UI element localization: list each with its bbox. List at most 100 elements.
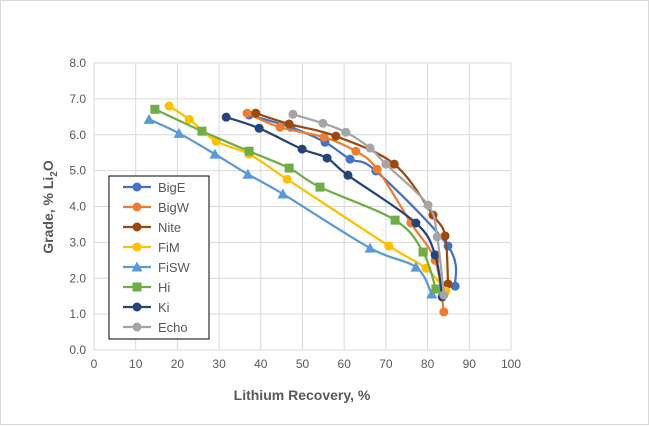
data-point — [284, 119, 294, 129]
data-point — [209, 148, 221, 159]
data-point — [254, 123, 264, 133]
legend: BigE BigW Nite FiM FiSW Hi Ki Echo — [108, 175, 210, 340]
series-ki — [221, 112, 447, 302]
data-point — [288, 109, 298, 119]
data-point — [439, 307, 449, 317]
series-fisw — [143, 113, 438, 299]
x-tick-label: 30 — [212, 357, 226, 371]
data-point — [431, 284, 441, 294]
data-point — [318, 118, 328, 128]
legend-label: Hi — [158, 280, 170, 295]
data-point — [242, 168, 254, 179]
legend-entry: FiM — [123, 240, 180, 255]
legend-marker — [132, 302, 142, 312]
data-point — [410, 261, 422, 272]
y-tick-label: 4.0 — [69, 200, 86, 214]
x-axis-label: Lithium Recovery, % — [234, 387, 371, 403]
x-tick-label: 50 — [296, 357, 310, 371]
legend-entry: BigW — [123, 200, 190, 215]
data-point — [372, 164, 382, 174]
data-point — [297, 144, 307, 154]
y-axis-label: Grade, % Li2O — [40, 160, 60, 254]
y-tick-label: 2.0 — [69, 271, 86, 285]
series-echo — [288, 109, 449, 300]
data-point — [430, 250, 440, 260]
x-tick-label: 80 — [421, 357, 435, 371]
data-point — [345, 154, 355, 164]
legend-label: Echo — [158, 320, 188, 335]
legend-label: BigE — [158, 180, 186, 195]
data-point — [432, 232, 442, 242]
legend-entry: Ki — [123, 300, 170, 315]
data-point — [389, 159, 399, 169]
data-point — [164, 101, 174, 111]
legend-entry: Hi — [123, 280, 170, 295]
y-tick-label: 5.0 — [69, 164, 86, 178]
y-tick-labels: 0.0 1.0 2.0 3.0 4.0 5.0 6.0 7.0 8.0 — [69, 56, 86, 357]
y-tick-label: 1.0 — [69, 307, 86, 321]
data-point — [275, 122, 285, 132]
x-tick-label: 70 — [379, 357, 393, 371]
x-tick-label: 10 — [129, 357, 143, 371]
data-point — [322, 153, 332, 163]
data-point — [277, 188, 289, 199]
data-point — [381, 159, 391, 169]
data-point — [197, 126, 207, 136]
data-point — [251, 108, 261, 118]
legend-label: FiM — [158, 240, 180, 255]
data-point — [282, 174, 292, 184]
y-tick-label: 6.0 — [69, 128, 86, 142]
data-point — [450, 281, 460, 291]
data-point — [365, 143, 375, 153]
legend-marker — [131, 261, 143, 272]
series-hi — [150, 104, 441, 294]
data-point — [331, 131, 341, 141]
legend-box — [108, 175, 210, 340]
data-point — [440, 231, 450, 241]
x-tick-labels: 0 10 20 30 40 50 60 70 80 90 100 — [91, 357, 522, 371]
data-point — [221, 112, 231, 122]
data-point — [384, 241, 394, 251]
data-point — [343, 170, 353, 180]
data-point — [418, 247, 428, 257]
data-point — [173, 127, 185, 138]
data-point — [364, 242, 376, 253]
data-point — [439, 290, 449, 300]
legend-marker — [132, 282, 142, 292]
data-point — [284, 163, 294, 173]
legend-label: Nite — [158, 220, 181, 235]
data-point — [319, 132, 329, 142]
y-tick-label: 7.0 — [69, 92, 86, 106]
y-tick-label: 3.0 — [69, 235, 86, 249]
legend-label: BigW — [158, 200, 190, 215]
data-point — [150, 104, 160, 114]
legend-marker — [132, 322, 142, 332]
legend-entry: BigE — [123, 180, 186, 195]
legend-entry: Nite — [123, 220, 181, 235]
x-tick-label: 60 — [338, 357, 352, 371]
series-line — [225, 116, 444, 298]
series-line — [246, 112, 445, 313]
data-point — [390, 215, 400, 225]
data-point — [443, 241, 453, 251]
series-line — [292, 113, 445, 296]
legend-marker — [132, 182, 142, 192]
data-point — [411, 218, 421, 228]
legend-entry: Echo — [123, 320, 188, 335]
x-tick-label: 100 — [501, 357, 521, 371]
legend-entry: FiSW — [123, 260, 191, 275]
x-tick-label: 40 — [254, 357, 268, 371]
data-point — [244, 146, 254, 156]
legend-marker — [132, 202, 142, 212]
series-line — [255, 112, 450, 285]
legend-label: FiSW — [158, 260, 191, 275]
series-line — [168, 105, 447, 292]
data-point — [341, 127, 351, 137]
y-tick-label: 0.0 — [69, 343, 86, 357]
x-tick-label: 20 — [171, 357, 185, 371]
x-tick-label: 0 — [91, 357, 98, 371]
data-point — [423, 200, 433, 210]
legend-marker — [132, 242, 142, 252]
y-tick-label: 8.0 — [69, 56, 86, 70]
